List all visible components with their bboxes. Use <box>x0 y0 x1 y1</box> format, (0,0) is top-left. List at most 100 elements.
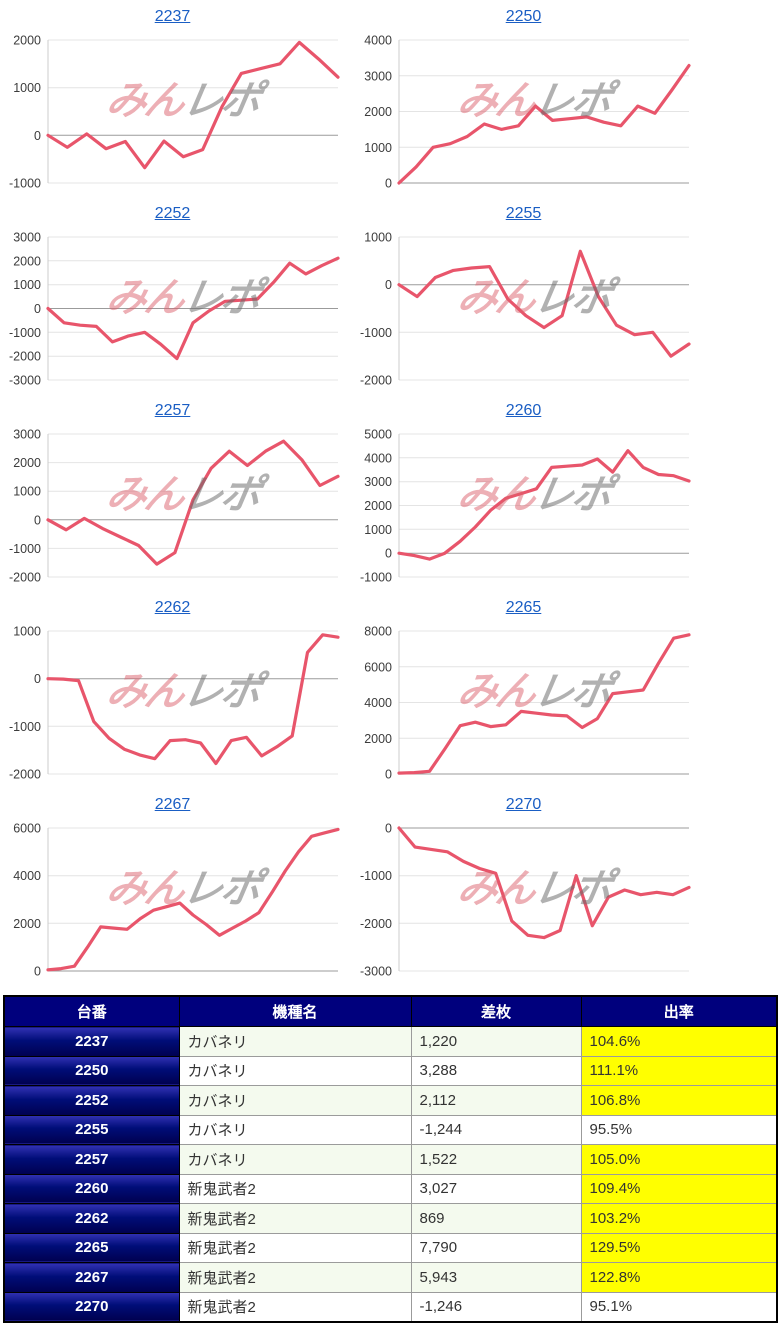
diff-medals-cell: 1,522 <box>410 1144 582 1175</box>
svg-text:2000: 2000 <box>364 732 392 746</box>
chart-title-2262: 2262 <box>0 593 345 623</box>
chart-cell-2257: 2257 3000 2000 1000 0 -1000 -2000 みんレポ <box>0 396 345 591</box>
svg-text:-2000: -2000 <box>9 350 41 364</box>
svg-text:-2000: -2000 <box>9 571 41 585</box>
chart-link-2265[interactable]: 2265 <box>505 599 542 616</box>
chart-svg-2270: 0 -1000 -2000 -3000 <box>360 822 691 979</box>
chart-cell-2250: 2250 4000 3000 2000 1000 0 みんレポ <box>351 2 696 197</box>
gridlines <box>398 630 689 775</box>
chart-title-2257: 2257 <box>0 396 345 426</box>
table-row-2265: 2265 新鬼武者2 7,790 129.5% <box>3 1232 778 1263</box>
svg-text:-1000: -1000 <box>9 542 41 556</box>
svg-text:1000: 1000 <box>13 81 41 95</box>
y-axis-labels: 1000 0 -1000 -2000 <box>9 625 41 782</box>
machine-number-cell: 2265 <box>3 1232 180 1263</box>
chart-cell-2270: 2270 0 -1000 -2000 -3000 みんレポ <box>351 790 696 985</box>
chart-title-2250: 2250 <box>351 2 696 32</box>
chart-link-2262[interactable]: 2262 <box>154 599 191 616</box>
chart-svg-2257: 3000 2000 1000 0 -1000 -2000 <box>9 428 340 585</box>
line-series-2237 <box>46 40 340 170</box>
svg-text:5000: 5000 <box>364 428 392 442</box>
chart-link-2257[interactable]: 2257 <box>154 402 191 419</box>
column-header-1: 機種名 <box>178 995 412 1027</box>
table-row-2260: 2260 新鬼武者2 3,027 109.4% <box>3 1173 778 1204</box>
svg-text:-1000: -1000 <box>9 326 41 340</box>
column-header-2: 差枚 <box>410 995 582 1027</box>
diff-medals-cell: -1,246 <box>410 1291 582 1322</box>
payout-rate-cell: 95.5% <box>580 1114 778 1145</box>
machine-number-cell: 2270 <box>3 1291 180 1322</box>
chart-title-2237: 2237 <box>0 2 345 32</box>
chart-plot-area-2262: 1000 0 -1000 -2000 みんレポ <box>0 623 345 788</box>
machine-number-cell: 2250 <box>3 1055 180 1086</box>
chart-link-2260[interactable]: 2260 <box>505 402 542 419</box>
payout-rate-cell: 103.2% <box>580 1203 778 1234</box>
column-header-0: 台番 <box>3 995 180 1027</box>
diff-medals-cell: 869 <box>410 1203 582 1234</box>
svg-text:2000: 2000 <box>364 499 392 513</box>
chart-title-2255: 2255 <box>351 199 696 229</box>
chart-plot-area-2260: 5000 4000 3000 2000 1000 0 -1000 みんレポ <box>351 426 696 591</box>
svg-text:0: 0 <box>385 768 392 782</box>
chart-link-2237[interactable]: 2237 <box>154 8 191 25</box>
table-row-2262: 2262 新鬼武者2 869 103.2% <box>3 1203 778 1234</box>
chart-svg-2252: 3000 2000 1000 0 -1000 -2000 -3000 <box>9 231 340 388</box>
svg-text:6000: 6000 <box>364 660 392 674</box>
chart-link-2267[interactable]: 2267 <box>154 796 191 813</box>
chart-link-2250[interactable]: 2250 <box>505 8 542 25</box>
chart-link-2270[interactable]: 2270 <box>505 796 542 813</box>
table-row-2252: 2252 カバネリ 2,112 106.8% <box>3 1085 778 1116</box>
svg-text:2000: 2000 <box>364 105 392 119</box>
svg-text:0: 0 <box>34 672 41 686</box>
svg-text:4000: 4000 <box>364 451 392 465</box>
payout-rate-cell: 105.0% <box>580 1144 778 1175</box>
svg-text:4000: 4000 <box>364 696 392 710</box>
svg-text:0: 0 <box>385 177 392 191</box>
svg-text:1000: 1000 <box>364 231 392 245</box>
machine-number-cell: 2237 <box>3 1026 180 1057</box>
payout-rate-cell: 111.1% <box>580 1055 778 1086</box>
chart-svg-2265: 8000 6000 4000 2000 0 <box>364 625 691 782</box>
svg-text:-1000: -1000 <box>360 326 392 340</box>
y-axis-labels: 8000 6000 4000 2000 0 <box>364 625 392 782</box>
svg-text:0: 0 <box>385 547 392 561</box>
line-series-2255 <box>397 249 691 358</box>
svg-text:1000: 1000 <box>364 141 392 155</box>
svg-text:-1000: -1000 <box>9 177 41 191</box>
chart-cell-2237: 2237 2000 1000 0 -1000 みんレポ <box>0 2 345 197</box>
chart-title-2270: 2270 <box>351 790 696 820</box>
svg-text:0: 0 <box>34 302 41 316</box>
column-header-3: 出率 <box>580 995 778 1027</box>
machine-number-cell: 2252 <box>3 1085 180 1116</box>
chart-plot-area-2267: 6000 4000 2000 0 みんレポ <box>0 820 345 985</box>
line-series-2267 <box>46 827 340 972</box>
machine-number-cell: 2255 <box>3 1114 180 1145</box>
table-header-row: 台番 機種名 差枚 出率 <box>3 995 778 1027</box>
gridlines <box>47 630 338 775</box>
svg-text:2000: 2000 <box>13 917 41 931</box>
chart-link-2252[interactable]: 2252 <box>154 205 191 222</box>
diff-medals-cell: 3,027 <box>410 1173 582 1204</box>
chart-cell-2255: 2255 1000 0 -1000 -2000 みんレポ <box>351 199 696 394</box>
svg-text:2000: 2000 <box>13 254 41 268</box>
line-series-2260 <box>397 449 691 561</box>
machine-number-cell: 2260 <box>3 1173 180 1204</box>
svg-text:3000: 3000 <box>13 428 41 442</box>
model-name-cell: 新鬼武者2 <box>178 1262 412 1293</box>
y-axis-labels: 2000 1000 0 -1000 <box>9 34 41 191</box>
chart-svg-2262: 1000 0 -1000 -2000 <box>9 625 340 782</box>
chart-svg-2267: 6000 4000 2000 0 <box>13 822 340 979</box>
model-name-cell: カバネリ <box>178 1055 412 1086</box>
svg-text:0: 0 <box>385 822 392 836</box>
chart-plot-area-2270: 0 -1000 -2000 -3000 みんレポ <box>351 820 696 985</box>
line-series-2252 <box>46 256 340 361</box>
chart-cell-2252: 2252 3000 2000 1000 0 -1000 -2000 -3000 みんレポ <box>0 199 345 394</box>
svg-text:6000: 6000 <box>13 822 41 836</box>
y-axis-labels: 0 -1000 -2000 -3000 <box>360 822 392 979</box>
gridlines <box>398 827 689 972</box>
y-axis-labels: 6000 4000 2000 0 <box>13 822 41 979</box>
svg-text:2000: 2000 <box>13 456 41 470</box>
chart-link-2255[interactable]: 2255 <box>505 205 542 222</box>
svg-text:8000: 8000 <box>364 625 392 639</box>
